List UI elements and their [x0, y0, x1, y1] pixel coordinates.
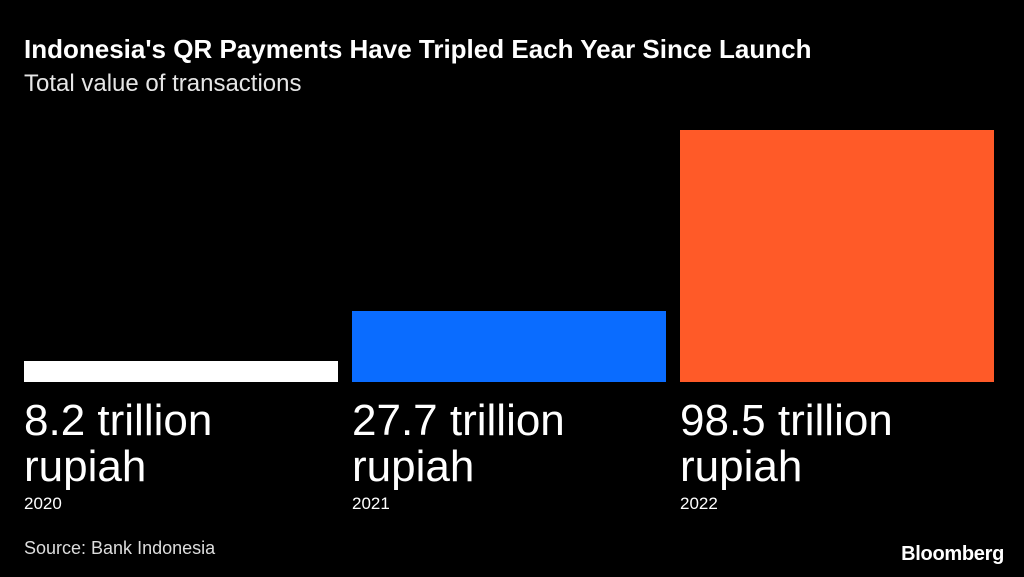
bar-2020 [24, 361, 338, 382]
value-label-amount: 98.5 trillion [680, 396, 893, 445]
category-label-2022: 2022 [680, 494, 718, 513]
value-label-2021: 27.7 trillion rupiah [352, 398, 565, 490]
category-label-2020: 2020 [24, 494, 62, 513]
chart-subtitle: Total value of transactions [24, 70, 302, 97]
bar-2022 [680, 130, 994, 382]
value-label-amount: 27.7 trillion [352, 396, 565, 445]
value-label-unit: rupiah [352, 442, 475, 491]
category-label-2021: 2021 [352, 494, 390, 513]
value-label-amount: 8.2 trillion [24, 396, 213, 445]
value-label-2022: 98.5 trillion rupiah [680, 398, 893, 490]
value-label-unit: rupiah [680, 442, 803, 491]
bar-2021 [352, 311, 666, 382]
value-label-unit: rupiah [24, 442, 147, 491]
value-label-2020: 8.2 trillion rupiah [24, 398, 212, 490]
chart-title: Indonesia's QR Payments Have Tripled Eac… [24, 34, 812, 64]
source-note: Source: Bank Indonesia [24, 538, 216, 558]
bloomberg-logo: Bloomberg [901, 543, 1004, 565]
